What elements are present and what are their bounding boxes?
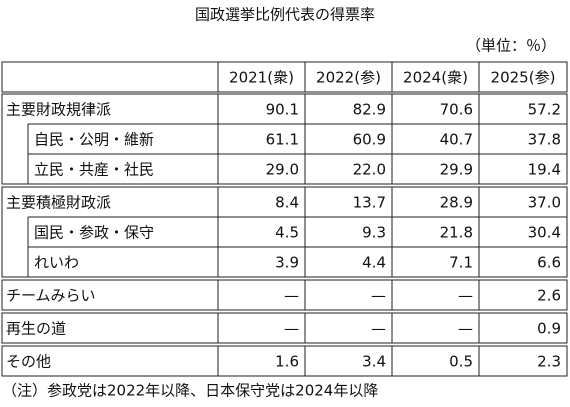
- title: 国政選挙比例代表の得票率: [195, 6, 375, 24]
- cell-value: 9.3: [362, 224, 386, 242]
- group-block: [1, 345, 568, 377]
- column-header: 2021(衆): [229, 69, 294, 87]
- unit-note: （単位：％）: [466, 37, 556, 55]
- column-header: 2025(参): [491, 69, 556, 87]
- cell-value: 37.8: [528, 131, 561, 149]
- row-label: 主要積極財政派: [6, 194, 111, 212]
- row-label: 再生の道: [6, 320, 66, 338]
- group-block: [1, 279, 568, 311]
- cell-value: 29.9: [440, 161, 473, 179]
- cell-value: 70.6: [440, 101, 473, 119]
- cell-value: 29.0: [266, 161, 299, 179]
- cell-value: 3.4: [362, 353, 386, 371]
- cell-value: —: [458, 287, 473, 305]
- cell-value: 0.5: [449, 353, 473, 371]
- cell-value: 21.8: [440, 224, 473, 242]
- row-label: 国民・参政・保守: [34, 224, 154, 242]
- cell-value: 3.9: [275, 254, 299, 272]
- cell-value: 19.4: [528, 161, 561, 179]
- row-label: チームみらい: [6, 287, 96, 305]
- cell-value: —: [458, 320, 473, 338]
- cell-value: 2.3: [537, 353, 561, 371]
- cell-value: 7.1: [449, 254, 473, 272]
- cell-value: 57.2: [528, 101, 561, 119]
- cell-value: 40.7: [440, 131, 473, 149]
- cell-value: 13.7: [353, 194, 386, 212]
- cell-value: 82.9: [353, 101, 386, 119]
- cell-value: 37.0: [528, 194, 561, 212]
- cell-value: 22.0: [353, 161, 386, 179]
- cell-value: —: [371, 320, 386, 338]
- cell-value: 0.9: [537, 320, 561, 338]
- cell-value: 90.1: [266, 101, 299, 119]
- footnote: （注）参政党は2022年以降、日本保守党は2024年以降: [2, 382, 378, 400]
- row-label: その他: [6, 353, 51, 371]
- group-block: [1, 93, 568, 185]
- row-label: 立民・共産・社民: [34, 161, 154, 179]
- cell-value: 28.9: [440, 194, 473, 212]
- cell-value: 30.4: [528, 224, 561, 242]
- row-label: 自民・公明・維新: [34, 131, 154, 149]
- column-header: 2024(衆): [403, 69, 468, 87]
- row-label: れいわ: [34, 254, 79, 272]
- column-header: 2022(参): [316, 69, 381, 87]
- cell-value: 4.4: [362, 254, 386, 272]
- cell-value: 4.5: [275, 224, 299, 242]
- cell-value: 60.9: [353, 131, 386, 149]
- cell-value: 1.6: [275, 353, 299, 371]
- group-block: [1, 186, 568, 278]
- cell-value: —: [371, 287, 386, 305]
- cell-value: —: [284, 320, 299, 338]
- header-row: [1, 61, 568, 93]
- row-label: 主要財政規律派: [6, 101, 111, 119]
- cell-value: —: [284, 287, 299, 305]
- cell-value: 6.6: [537, 254, 561, 272]
- cell-value: 8.4: [275, 194, 299, 212]
- cell-value: 61.1: [266, 131, 299, 149]
- cell-value: 2.6: [537, 287, 561, 305]
- group-block: [1, 312, 568, 344]
